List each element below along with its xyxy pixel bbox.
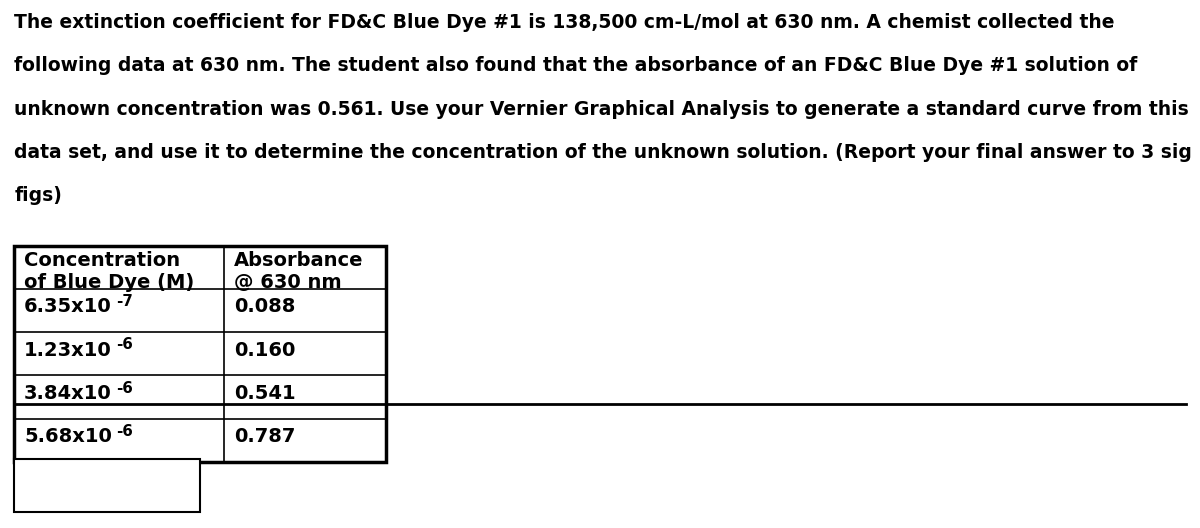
Text: 0.160: 0.160 [234, 341, 295, 360]
Text: 0.541: 0.541 [234, 384, 295, 403]
Text: 5.68x10: 5.68x10 [24, 427, 112, 446]
Text: 0.787: 0.787 [234, 427, 295, 446]
FancyBboxPatch shape [14, 459, 200, 512]
Text: The extinction coefficient for FD&C Blue Dye #1 is 138,500 cm-L/mol at 630 nm. A: The extinction coefficient for FD&C Blue… [14, 13, 1115, 32]
Text: figs): figs) [14, 186, 62, 205]
Text: 6.35x10: 6.35x10 [24, 297, 112, 316]
Text: -6: -6 [116, 381, 133, 395]
Text: of Blue Dye (M): of Blue Dye (M) [24, 273, 194, 292]
Text: -7: -7 [116, 294, 133, 309]
Text: Concentration: Concentration [24, 251, 180, 270]
Text: -6: -6 [116, 337, 133, 352]
Text: @ 630 nm: @ 630 nm [234, 273, 342, 292]
Text: 3.84x10: 3.84x10 [24, 384, 112, 403]
Text: -6: -6 [116, 424, 133, 439]
Text: following data at 630 nm. The student also found that the absorbance of an FD&C : following data at 630 nm. The student al… [14, 56, 1138, 76]
Text: unknown concentration was 0.561. Use your Vernier Graphical Analysis to generate: unknown concentration was 0.561. Use you… [14, 100, 1189, 119]
Text: 1.23x10: 1.23x10 [24, 341, 112, 360]
FancyBboxPatch shape [14, 246, 386, 462]
Text: data set, and use it to determine the concentration of the unknown solution. (Re: data set, and use it to determine the co… [14, 143, 1193, 162]
Text: Absorbance: Absorbance [234, 251, 364, 270]
Text: 0.088: 0.088 [234, 297, 295, 316]
